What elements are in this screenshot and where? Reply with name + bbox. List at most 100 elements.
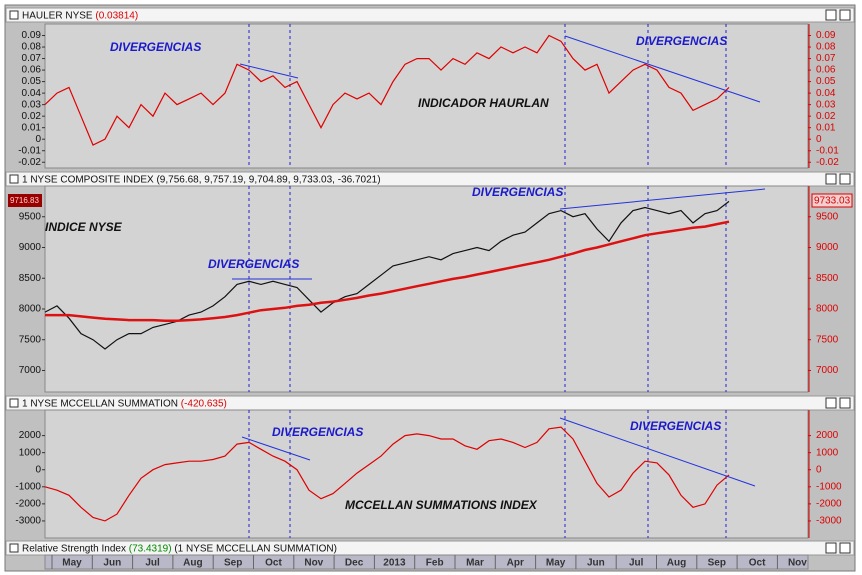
y-tick-label: 0 — [35, 464, 41, 475]
month-label: Oct — [265, 558, 282, 569]
last-value-box — [811, 193, 853, 208]
month-label: Nov — [304, 558, 323, 569]
title-part: 1 NYSE MCCELLAN SUMMATION — [22, 398, 178, 409]
title-part: (-420.635) — [181, 398, 227, 409]
title-part: (73.4319) — [129, 543, 172, 554]
window-button — [839, 173, 851, 185]
header-icon — [9, 174, 19, 184]
y2-tick-label: -1000 — [816, 481, 842, 492]
month-label: Sep — [708, 558, 726, 569]
y-tick-label: -3000 — [15, 516, 41, 527]
month-label: Sep — [224, 558, 242, 569]
annotation: DIVERGENCIAS — [208, 257, 299, 271]
trend-line — [559, 417, 756, 487]
plot-area — [44, 185, 809, 393]
y-tick-label: 8000 — [19, 304, 42, 315]
y-tick-label: 0.02 — [22, 111, 42, 122]
y2-tick-label: 0.09 — [816, 30, 836, 41]
annotation: DIVERGENCIAS — [110, 40, 201, 54]
month-label: Apr — [507, 558, 524, 569]
annotation: DIVERGENCIAS — [272, 425, 363, 439]
y2-tick-label: 0 — [816, 134, 822, 145]
month-label: Jun — [103, 558, 121, 569]
window-button — [825, 542, 837, 554]
series-line — [44, 200, 730, 350]
month-label: Aug — [183, 558, 202, 569]
month-label: Jul — [629, 558, 644, 569]
y2-tick-label: 9500 — [816, 211, 839, 222]
y-tick-label: 9000 — [19, 242, 42, 253]
y2-tick-label: 0.08 — [816, 42, 836, 53]
window-button — [825, 397, 837, 409]
title-part: HAULER NYSE — [22, 10, 93, 21]
series-line — [44, 34, 730, 146]
month-label: Feb — [426, 558, 444, 569]
window-button — [839, 542, 851, 554]
window-button — [825, 173, 837, 185]
month-label: Mar — [466, 558, 484, 569]
time-axis — [44, 554, 809, 570]
header-icon — [9, 398, 19, 408]
y-tick-label: 0.08 — [22, 42, 42, 53]
y-tick-label: 0.06 — [22, 65, 42, 76]
last-value-label: 9733.03 — [814, 196, 851, 207]
month-label: Oct — [749, 558, 766, 569]
title-part: (1 NYSE MCCELLAN SUMMATION) — [174, 543, 337, 554]
y2-tick-label: 7000 — [816, 365, 839, 376]
y-tick-label: 0 — [35, 134, 41, 145]
y-tick-label: 0.07 — [22, 53, 42, 64]
y-tick-label: 9500 — [19, 211, 42, 222]
y2-tick-label: -2000 — [816, 499, 842, 510]
y2-tick-label: 0.07 — [816, 53, 836, 64]
panel-title: Relative Strength Index (73.4319) (1 NYS… — [22, 543, 337, 554]
month-label: 2013 — [383, 558, 406, 569]
y2-tick-label: 2000 — [816, 430, 839, 441]
left-value-label: 9716.83 — [10, 196, 39, 205]
y2-tick-label: -3000 — [816, 516, 842, 527]
month-label: May — [546, 558, 566, 569]
panel-header — [5, 7, 855, 23]
title-part: 1 NYSE COMPOSITE INDEX (9,756.68, 9,757.… — [22, 174, 381, 185]
y2-tick-label: 1000 — [816, 447, 839, 458]
title-part: (0.03814) — [95, 10, 138, 21]
header-icon — [9, 10, 19, 20]
month-label: May — [62, 558, 82, 569]
panel-title: HAULER NYSE (0.03814) — [22, 10, 138, 21]
y-tick-label: -0.02 — [18, 157, 41, 168]
annotation: DIVERGENCIAS — [472, 185, 563, 199]
y-tick-label: 0.03 — [22, 99, 42, 110]
y2-tick-label: 8500 — [816, 273, 839, 284]
y-tick-label: 0.05 — [22, 76, 42, 87]
window-button — [839, 397, 851, 409]
trend-line — [241, 436, 311, 461]
month-label: Jul — [145, 558, 160, 569]
annotation: INDICE NYSE — [45, 220, 123, 234]
y-tick-label: 0.04 — [22, 88, 42, 99]
header-icon — [9, 543, 19, 553]
y-tick-label: 0.09 — [22, 30, 42, 41]
y-tick-label: 2000 — [19, 430, 42, 441]
y-tick-label: 7500 — [19, 334, 42, 345]
y-tick-label: 1000 — [19, 447, 42, 458]
panel-title: 1 NYSE MCCELLAN SUMMATION (-420.635) — [22, 398, 227, 409]
window-button — [839, 9, 851, 21]
trend-line — [239, 63, 299, 79]
y-tick-label: -2000 — [15, 499, 41, 510]
annotation: INDICADOR HAURLAN — [418, 96, 549, 110]
y2-tick-label: 0 — [816, 464, 822, 475]
trend-line — [564, 35, 761, 103]
plot-area — [44, 23, 809, 169]
series-line — [44, 426, 730, 522]
annotation: DIVERGENCIAS — [636, 34, 727, 48]
y-tick-label: -1000 — [15, 481, 41, 492]
y2-tick-label: -0.02 — [816, 157, 839, 168]
y2-tick-label: 0.05 — [816, 76, 836, 87]
y2-tick-label: -0.01 — [816, 145, 839, 156]
trend-line — [559, 188, 766, 210]
series-line — [45, 220, 730, 322]
y2-tick-label: 0.06 — [816, 65, 836, 76]
y2-tick-label: 8000 — [816, 304, 839, 315]
panel-title: 1 NYSE COMPOSITE INDEX (9,756.68, 9,757.… — [22, 174, 381, 185]
window-button — [825, 9, 837, 21]
